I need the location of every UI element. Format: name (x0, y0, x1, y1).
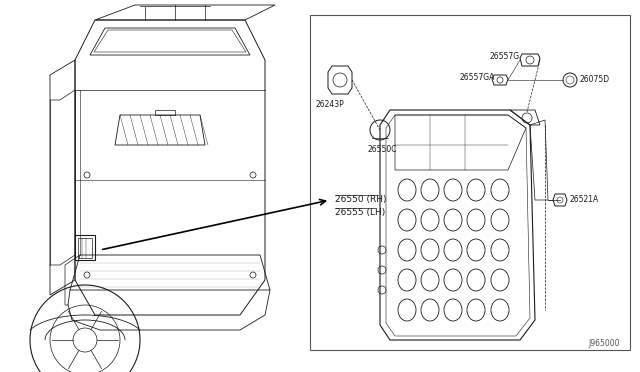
Text: 26521A: 26521A (570, 196, 599, 205)
Text: 26075D: 26075D (580, 76, 610, 84)
Text: 26243P: 26243P (316, 100, 344, 109)
Text: 26557G: 26557G (490, 52, 520, 61)
Text: J965000: J965000 (589, 339, 620, 348)
Text: 26557GA: 26557GA (460, 74, 495, 83)
Text: 26550 (RH): 26550 (RH) (335, 195, 387, 204)
Text: 26550C: 26550C (368, 145, 397, 154)
Text: 26555 (LH): 26555 (LH) (335, 208, 385, 217)
